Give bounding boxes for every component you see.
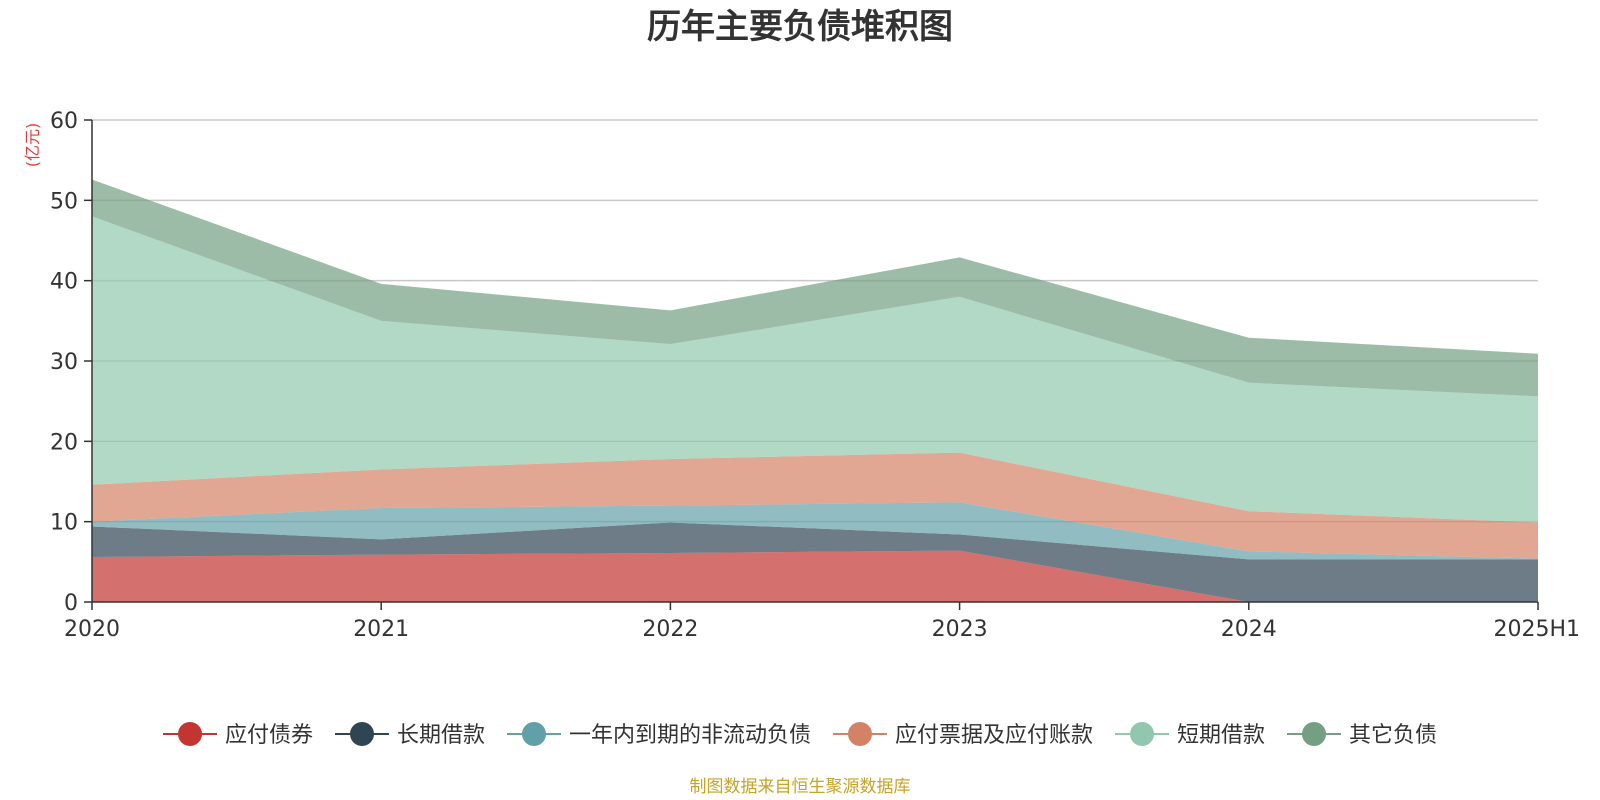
- area-series-group: [92, 179, 1538, 602]
- legend-item[interactable]: 应付债券: [163, 722, 313, 748]
- y-axis-ticks: 0 10 20 30 40 50 60: [50, 109, 92, 616]
- y-tick-label: 30: [50, 350, 78, 375]
- legend-item[interactable]: 应付票据及应付账款: [833, 722, 1093, 748]
- legend-marker-icon: [522, 722, 546, 746]
- x-tick-label: 2025H1: [1493, 617, 1580, 642]
- legend-item[interactable]: 其它负债: [1287, 722, 1437, 748]
- legend: 应付债券 长期借款 一年内到期的非流动负债 应付票据及应付账款 短期借款 其它负债: [163, 722, 1437, 748]
- x-tick-label: 2021: [353, 617, 409, 642]
- legend-label: 一年内到期的非流动负债: [569, 723, 811, 748]
- y-tick-label: 60: [50, 109, 78, 134]
- chart-title: 历年主要负债堆积图: [647, 7, 953, 47]
- y-tick-label: 0: [64, 591, 78, 616]
- area-series: [92, 179, 1538, 397]
- y-tick-label: 20: [50, 430, 78, 455]
- area-series: [92, 502, 1538, 560]
- x-tick-label: 2024: [1221, 617, 1277, 642]
- y-tick-label: 40: [50, 270, 78, 295]
- legend-label: 短期借款: [1177, 723, 1265, 748]
- legend-label: 长期借款: [397, 723, 485, 748]
- area-series: [92, 522, 1538, 602]
- legend-marker-icon: [350, 722, 374, 746]
- x-tick-label: 2023: [932, 617, 988, 642]
- area-series: [92, 550, 1538, 602]
- legend-item[interactable]: 一年内到期的非流动负债: [507, 722, 811, 748]
- y-tick-label: 50: [50, 189, 78, 214]
- x-tick-label: 2022: [642, 617, 698, 642]
- data-source-note: 制图数据来自恒生聚源数据库: [690, 777, 911, 797]
- legend-marker-icon: [1130, 722, 1154, 746]
- area-series: [92, 452, 1538, 559]
- area-series: [92, 216, 1538, 523]
- legend-marker-icon: [178, 722, 202, 746]
- legend-item[interactable]: 短期借款: [1115, 722, 1265, 748]
- legend-label: 应付票据及应付账款: [895, 723, 1093, 748]
- x-axis-ticks: 2020 2021 2022 2023 2024 2025H1: [64, 602, 1580, 642]
- legend-label: 其它负债: [1349, 723, 1437, 748]
- legend-item[interactable]: 长期借款: [335, 722, 485, 748]
- legend-label: 应付债券: [225, 723, 313, 748]
- y-tick-label: 10: [50, 511, 78, 536]
- x-tick-label: 2020: [64, 617, 120, 642]
- legend-marker-icon: [848, 722, 872, 746]
- y-axis-unit-label: (亿元): [23, 123, 42, 168]
- legend-marker-icon: [1302, 722, 1326, 746]
